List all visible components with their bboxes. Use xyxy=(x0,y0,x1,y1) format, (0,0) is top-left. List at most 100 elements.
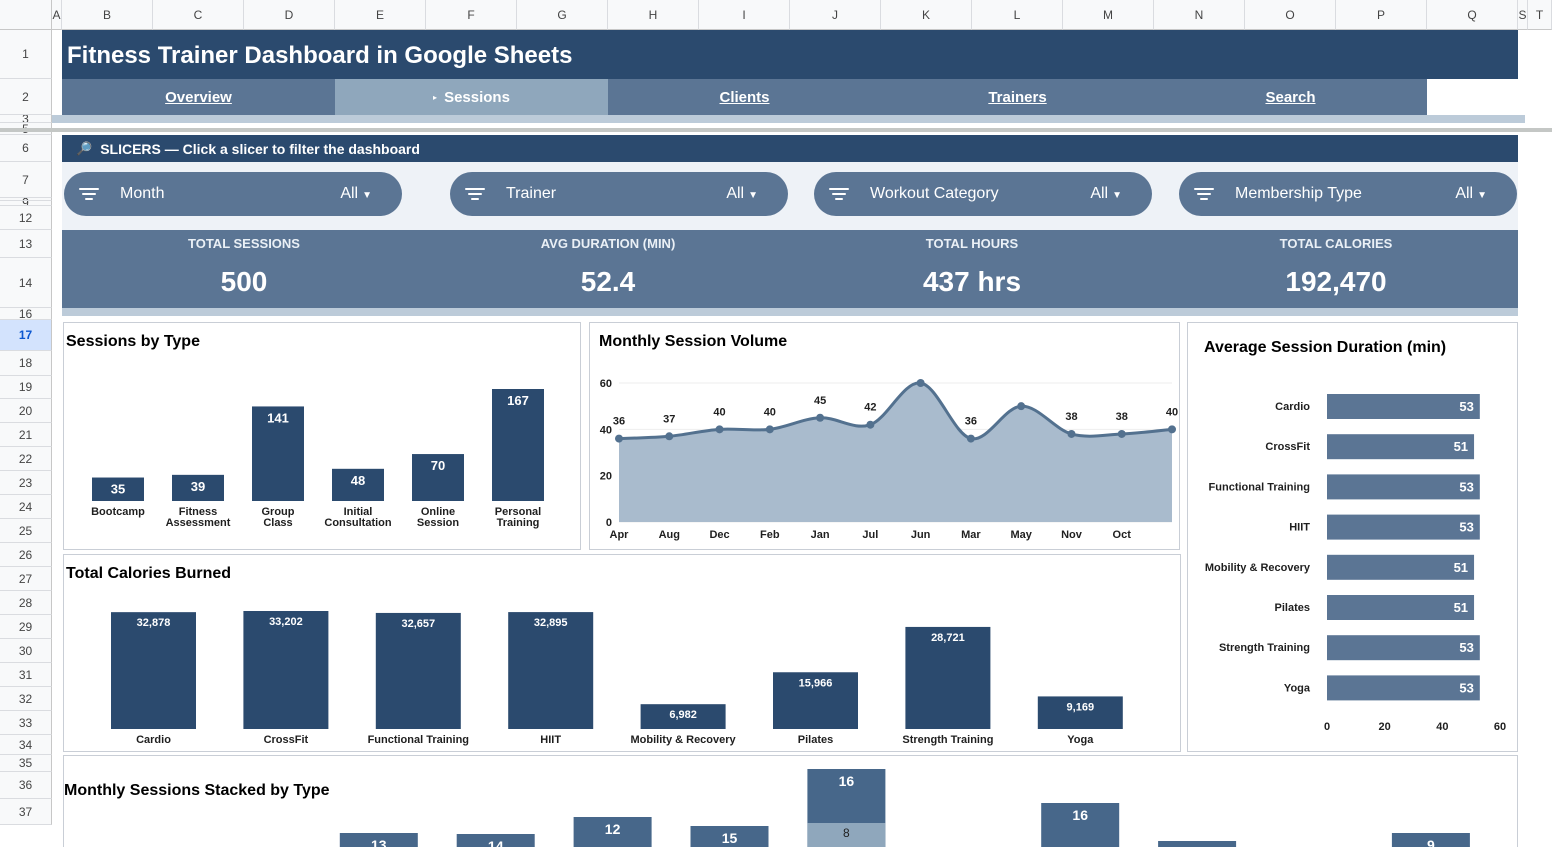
row-header[interactable]: 17 xyxy=(0,320,52,351)
bar[interactable] xyxy=(1327,595,1475,620)
chart-sessions-by-type[interactable]: Sessions by Type 35 Bootcamp 39 Fitness Asse… xyxy=(63,322,581,550)
data-point[interactable] xyxy=(765,425,774,434)
data-point[interactable] xyxy=(665,432,674,441)
row-header[interactable]: 3 xyxy=(0,115,52,123)
row-header[interactable]: 28 xyxy=(0,591,52,615)
column-header[interactable]: E xyxy=(335,0,426,30)
stacked-bar-segment[interactable] xyxy=(1158,841,1237,847)
bar[interactable] xyxy=(92,477,144,501)
data-point[interactable] xyxy=(966,434,975,443)
row-header[interactable]: 21 xyxy=(0,423,52,447)
slicer-trainer[interactable]: Trainer All ▼ xyxy=(450,172,788,216)
row-header[interactable]: 37 xyxy=(0,799,52,825)
column-header[interactable]: J xyxy=(790,0,881,30)
stacked-bar-segment[interactable] xyxy=(1041,803,1120,847)
tab-clients[interactable]: Clients xyxy=(608,79,881,115)
tab-trainers[interactable]: Trainers xyxy=(881,79,1154,115)
stacked-bar-segment[interactable] xyxy=(339,833,418,847)
bar[interactable] xyxy=(1327,394,1480,419)
column-header[interactable]: B xyxy=(62,0,153,30)
stacked-bar-segment[interactable] xyxy=(1391,833,1470,847)
chart-monthly-sessions-stacked[interactable]: Monthly Sessions Stacked by Type 13 14 12 1… xyxy=(63,755,1518,847)
column-header[interactable]: H xyxy=(608,0,699,30)
row-header[interactable]: 26 xyxy=(0,543,52,567)
chart-total-calories[interactable]: Total Calories Burned 32,878 Cardio 33,202… xyxy=(63,554,1181,752)
bar[interactable] xyxy=(412,454,464,501)
tab-sessions[interactable]: ▸ Sessions xyxy=(335,79,608,115)
slicer-workout-category[interactable]: Workout Category All ▼ xyxy=(814,172,1152,216)
bar[interactable] xyxy=(172,474,224,501)
column-header[interactable]: F xyxy=(426,0,517,30)
data-point[interactable] xyxy=(715,425,724,434)
stacked-bar-segment[interactable] xyxy=(573,817,652,847)
row-header[interactable]: 7 xyxy=(0,162,52,198)
tab-search[interactable]: Search xyxy=(1154,79,1427,115)
frozen-rows-divider[interactable] xyxy=(0,128,1552,132)
row-header[interactable]: 23 xyxy=(0,471,52,495)
row-header[interactable]: 20 xyxy=(0,399,52,423)
row-header[interactable]: 16 xyxy=(0,308,52,320)
bar[interactable] xyxy=(1327,675,1480,701)
bar[interactable] xyxy=(1327,474,1480,500)
chart-monthly-session-volume[interactable]: Monthly Session Volume 0 20 40 60 36 37 40 40 45… xyxy=(589,322,1180,550)
stacked-bar-segment[interactable] xyxy=(807,823,886,847)
column-header[interactable]: A xyxy=(52,0,62,30)
column-header[interactable]: I xyxy=(699,0,790,30)
bar[interactable] xyxy=(375,612,461,729)
row-header[interactable]: 32 xyxy=(0,687,52,711)
bar[interactable] xyxy=(492,389,544,501)
row-header[interactable]: 27 xyxy=(0,567,52,591)
column-header[interactable]: D xyxy=(244,0,335,30)
data-point[interactable] xyxy=(866,420,875,429)
column-header[interactable]: Q xyxy=(1427,0,1518,30)
data-point[interactable] xyxy=(1017,402,1026,411)
data-point[interactable] xyxy=(1067,429,1076,438)
row-header[interactable]: 30 xyxy=(0,639,52,663)
column-header[interactable]: S xyxy=(1518,0,1528,30)
chart-avg-session-duration[interactable]: Average Session Duration (min) Cardio 53 C… xyxy=(1187,322,1518,752)
column-header[interactable]: T xyxy=(1528,0,1552,30)
row-header[interactable]: 33 xyxy=(0,711,52,735)
row-header[interactable]: 24 xyxy=(0,495,52,519)
bar[interactable] xyxy=(243,611,329,729)
slicer-month[interactable]: Month All ▼ xyxy=(64,172,402,216)
bar[interactable] xyxy=(1327,514,1480,540)
bar[interactable] xyxy=(508,612,594,729)
column-header[interactable]: K xyxy=(881,0,972,30)
column-header[interactable]: L xyxy=(972,0,1063,30)
row-header[interactable]: 36 xyxy=(0,772,52,799)
slicer-membership-type[interactable]: Membership Type All ▼ xyxy=(1179,172,1517,216)
row-header[interactable]: 18 xyxy=(0,351,52,376)
bar[interactable] xyxy=(1327,635,1480,661)
row-header[interactable]: 9 xyxy=(0,201,52,206)
row-header[interactable]: 12 xyxy=(0,206,52,230)
row-header[interactable]: 1 xyxy=(0,30,52,79)
data-point[interactable] xyxy=(816,413,825,422)
stacked-bar-segment[interactable] xyxy=(456,834,535,847)
data-point[interactable] xyxy=(615,434,623,443)
row-header[interactable]: 13 xyxy=(0,230,52,258)
bar[interactable] xyxy=(1327,434,1475,460)
column-header[interactable]: G xyxy=(517,0,608,30)
row-header[interactable]: 8 xyxy=(0,198,52,201)
data-point[interactable] xyxy=(1117,429,1126,438)
bar[interactable] xyxy=(640,704,726,729)
select-all-corner[interactable] xyxy=(0,0,52,30)
column-header[interactable]: P xyxy=(1336,0,1427,30)
column-header[interactable]: N xyxy=(1154,0,1245,30)
row-header[interactable]: 14 xyxy=(0,258,52,308)
bar[interactable] xyxy=(1327,554,1475,580)
row-header[interactable]: 6 xyxy=(0,135,52,162)
data-point[interactable] xyxy=(916,379,925,387)
bar[interactable] xyxy=(1037,696,1123,729)
column-header[interactable]: C xyxy=(153,0,244,30)
column-header[interactable]: M xyxy=(1063,0,1154,30)
row-header[interactable]: 35 xyxy=(0,755,52,772)
data-point[interactable] xyxy=(1168,425,1176,434)
bar[interactable] xyxy=(905,626,991,729)
row-header[interactable]: 31 xyxy=(0,663,52,687)
row-header[interactable]: 25 xyxy=(0,519,52,543)
row-header[interactable]: 29 xyxy=(0,615,52,639)
stacked-bar-segment[interactable] xyxy=(690,826,769,847)
bar[interactable] xyxy=(332,468,384,501)
